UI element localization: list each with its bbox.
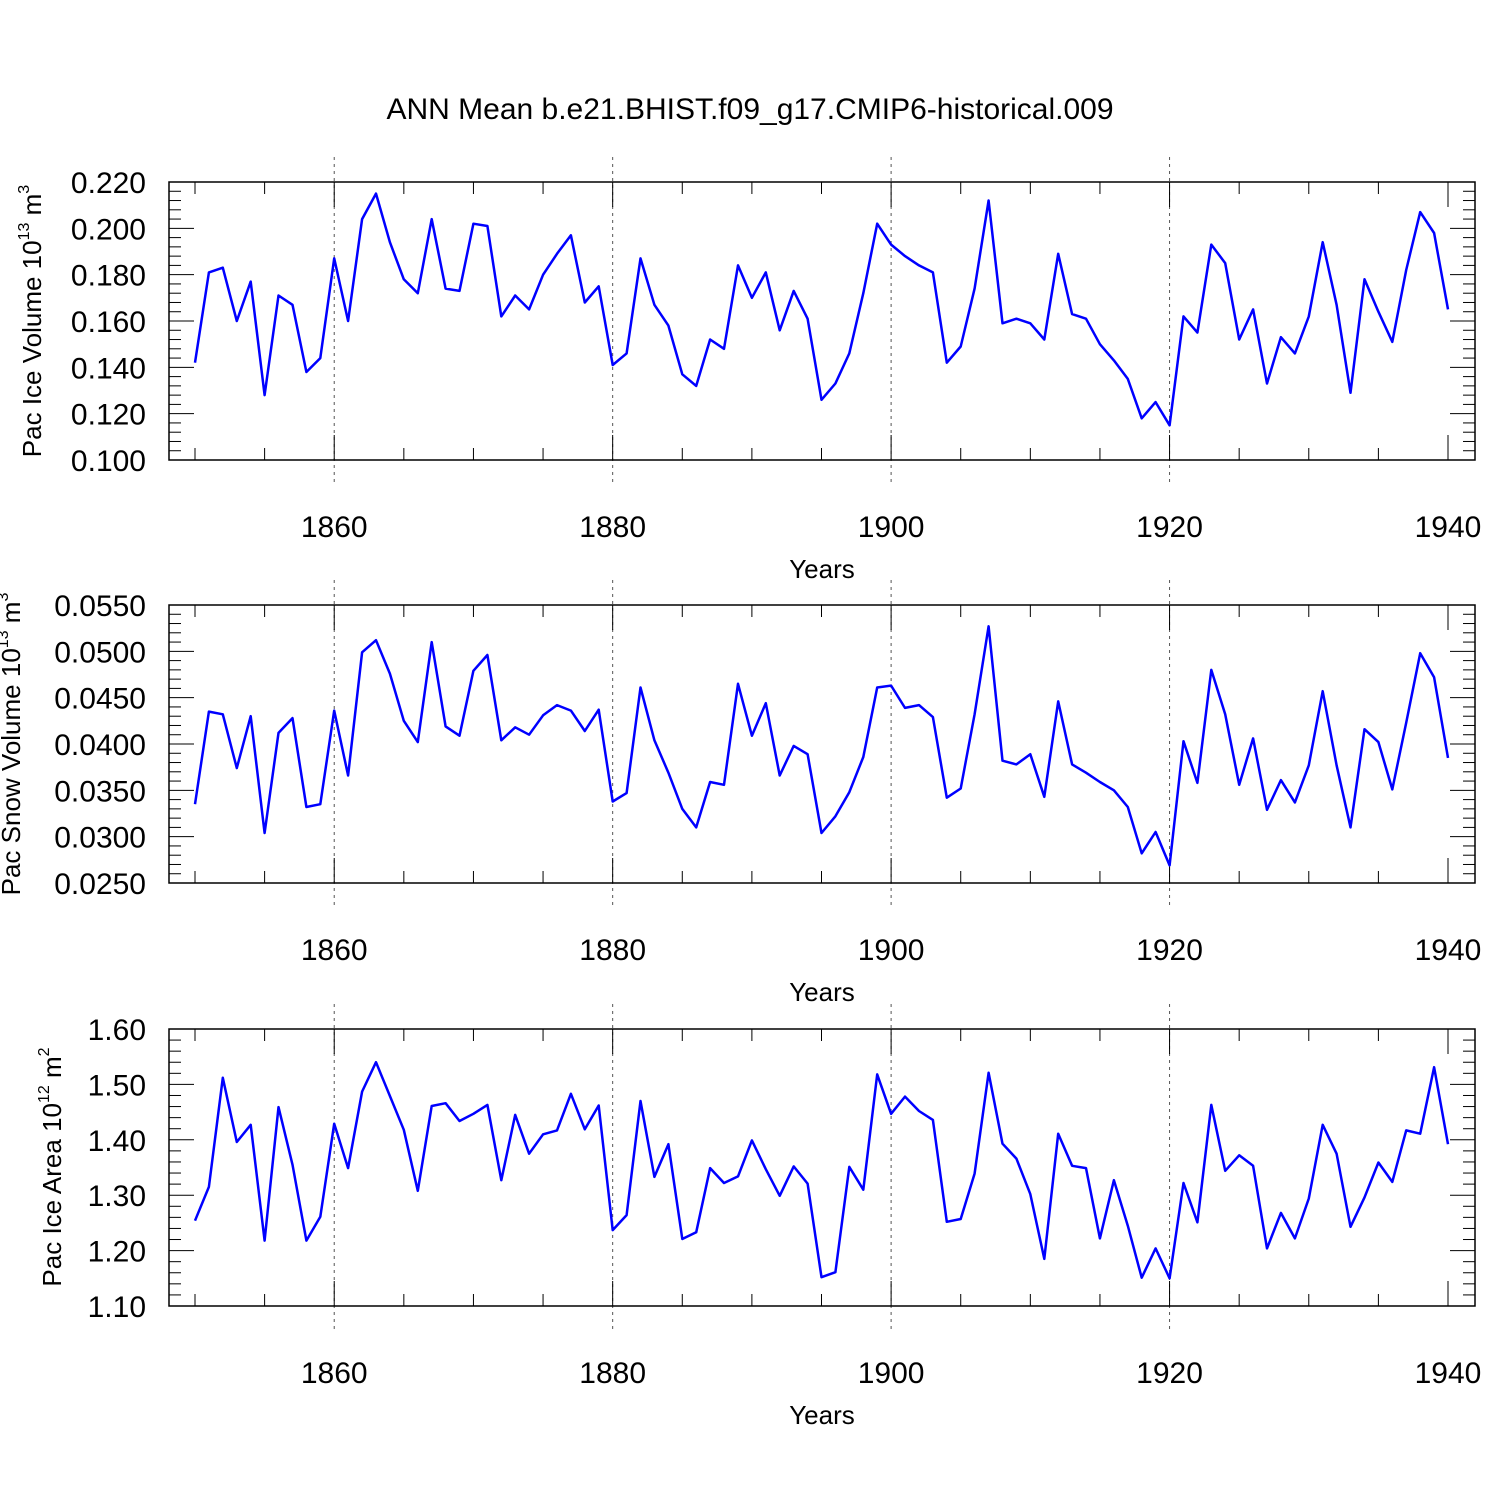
ylabel-unit-exp: 2	[36, 1047, 53, 1056]
series-line	[193, 1060, 1450, 1280]
y-tick-label: 1.50	[88, 1069, 146, 1102]
panel-ice-volume: Pac Ice Volume 1013 m3 Years 0.100 0.120 0…	[16, 157, 1481, 584]
y-tick-label: 0.100	[71, 445, 146, 478]
ylabel-unit: m	[0, 602, 26, 624]
xlabel-snow-volume: Years	[789, 977, 855, 1007]
y-tick-label: 0.140	[71, 352, 146, 385]
y-tick-label: 0.0350	[54, 775, 146, 808]
x-tick-label: 1880	[579, 1357, 646, 1390]
ylabel-ice-area: Pac Ice Area 1012 m2	[36, 1047, 67, 1286]
x-tick-label: 1900	[858, 1357, 925, 1390]
x-tick-label: 1940	[1415, 511, 1482, 544]
x-tick-label: 1880	[579, 511, 646, 544]
y-tick-label: 0.160	[71, 306, 146, 339]
panel-snow-volume: Pac Snow Volume 1013 m3 Years 0.0250 0.03…	[0, 580, 1481, 1007]
ylabel-text: Pac Ice Volume 10	[17, 240, 47, 457]
ylabel-unit-exp: 3	[0, 593, 12, 602]
x-tick-label: 1940	[1415, 934, 1482, 967]
plot-frame	[168, 181, 1476, 461]
y-tick-label: 0.220	[71, 167, 146, 200]
xlabel-ice-area: Years	[789, 1400, 855, 1430]
y-tick-label: 1.30	[88, 1180, 146, 1213]
y-tick-label: 0.200	[71, 213, 146, 246]
y-tick-label: 1.10	[88, 1291, 146, 1324]
x-tick-label: 1880	[579, 934, 646, 967]
series-line	[193, 192, 1450, 427]
y-tick-label: 0.0400	[54, 729, 146, 762]
ylabel-snow-volume: Pac Snow Volume 1013 m3	[0, 593, 26, 896]
ylabel-unit: m	[37, 1056, 67, 1078]
ylabel-ice-volume: Pac Ice Volume 1013 m3	[16, 185, 47, 458]
y-tick-label: 1.60	[88, 1014, 146, 1047]
y-tick-label: 1.40	[88, 1125, 146, 1158]
y-tick-label: 0.0250	[54, 868, 146, 901]
y-tick-label: 0.0500	[54, 636, 146, 669]
panel-ice-area: Pac Ice Area 1012 m2 Years 1.10 1.20 1.30 1…	[36, 1004, 1481, 1430]
x-tick-label: 1920	[1136, 511, 1203, 544]
ylabel-text: Pac Ice Area 10	[37, 1103, 67, 1287]
y-tick-label: 0.0450	[54, 683, 146, 716]
plot-frame	[168, 1028, 1476, 1307]
xlabel-ice-volume: Years	[789, 554, 855, 584]
x-tick-label: 1860	[301, 1357, 368, 1390]
x-tick-label: 1900	[858, 511, 925, 544]
series-line	[193, 625, 1450, 867]
y-tick-label: 0.180	[71, 260, 146, 293]
y-tick-label: 1.20	[88, 1236, 146, 1269]
y-tick-label: 0.120	[71, 399, 146, 432]
ylabel-unit: m	[17, 194, 47, 216]
ylabel-space	[17, 215, 47, 222]
ylabel-exp: 13	[0, 630, 12, 648]
chart-title: ANN Mean b.e21.BHIST.f09_g17.CMIP6-histo…	[386, 93, 1113, 126]
x-tick-label: 1860	[301, 934, 368, 967]
ylabel-exp: 12	[36, 1085, 53, 1103]
y-tick-label: 0.0550	[54, 590, 146, 623]
x-tick-label: 1860	[301, 511, 368, 544]
y-tick-label: 0.0300	[54, 822, 146, 855]
plot-frame	[168, 604, 1476, 884]
ylabel-unit-exp: 3	[16, 185, 33, 194]
x-tick-label: 1900	[858, 934, 925, 967]
ylabel-space	[37, 1078, 67, 1085]
x-tick-label: 1920	[1136, 1357, 1203, 1390]
ylabel-space	[0, 623, 26, 630]
x-tick-label: 1920	[1136, 934, 1203, 967]
x-tick-label: 1940	[1415, 1357, 1482, 1390]
ylabel-exp: 13	[16, 223, 33, 241]
ylabel-text: Pac Snow Volume 10	[0, 648, 26, 895]
